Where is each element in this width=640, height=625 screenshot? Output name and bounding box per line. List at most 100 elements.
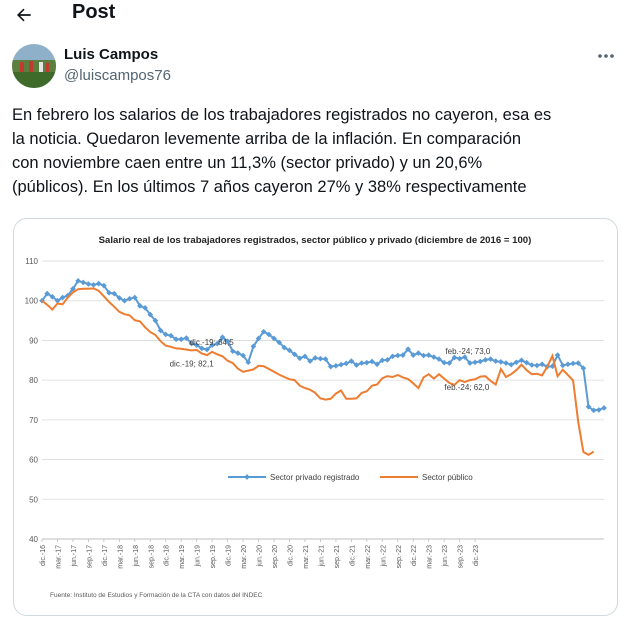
data-point	[152, 317, 159, 324]
x-tick-label: jun.-22	[380, 545, 387, 568]
y-tick-label: 60	[29, 456, 38, 465]
data-point	[456, 355, 463, 362]
data-point	[420, 352, 427, 359]
data-point	[508, 361, 515, 368]
legend-label: Sector privado registrado	[270, 473, 360, 482]
y-tick-label: 110	[25, 257, 38, 266]
data-point	[245, 359, 252, 366]
x-tick-label: dic.-20	[287, 545, 294, 566]
data-label: dic.-19; 84,5	[190, 338, 235, 347]
data-point	[286, 347, 293, 354]
data-point	[178, 336, 185, 343]
data-point	[389, 353, 396, 360]
data-point	[518, 357, 525, 364]
x-tick-label: jun.-20	[257, 545, 264, 568]
x-tick-label: sep.-19	[210, 545, 217, 568]
data-point	[425, 352, 432, 358]
data-point	[498, 359, 504, 365]
data-point	[431, 354, 437, 360]
legend-label: Sector público	[422, 473, 473, 482]
data-point	[90, 282, 97, 288]
data-point	[271, 335, 277, 342]
data-point	[183, 335, 190, 341]
data-point	[436, 356, 442, 362]
author-name[interactable]: Luis Campos	[64, 46, 159, 63]
data-point	[363, 359, 370, 366]
data-point	[565, 361, 571, 368]
data-point	[322, 356, 329, 362]
x-tick-label: jun.-17	[71, 545, 78, 568]
data-point	[70, 285, 76, 292]
data-point	[240, 352, 246, 359]
x-tick-label: mar.-18	[117, 545, 124, 569]
x-tick-label: sep.-17	[86, 545, 93, 568]
data-point	[147, 311, 154, 318]
data-point	[585, 403, 592, 410]
data-point	[358, 360, 365, 366]
post-text-line: En febrero los salarios de los trabajado…	[12, 106, 552, 124]
data-point	[235, 350, 241, 356]
data-point	[343, 360, 350, 367]
y-tick-label: 100	[25, 297, 39, 306]
data-point	[85, 281, 92, 287]
data-point	[580, 365, 587, 372]
data-point	[384, 357, 391, 363]
legend-marker	[244, 474, 250, 480]
chart-image[interactable]: Salario real de los trabajadores registr…	[13, 218, 618, 616]
data-point	[327, 363, 334, 370]
x-tick-label: mar.-21	[303, 545, 310, 569]
x-tick-label: dic.-23	[473, 545, 480, 566]
data-point	[307, 358, 313, 364]
x-tick-label: sep.-22	[396, 545, 403, 568]
arrow-left-icon[interactable]	[14, 5, 34, 25]
avatar-image	[12, 44, 56, 88]
data-point	[204, 346, 210, 353]
x-tick-label: jun.-19	[195, 545, 202, 568]
data-point	[451, 354, 458, 361]
data-point	[80, 279, 87, 286]
y-tick-label: 70	[29, 416, 38, 425]
data-point	[601, 405, 607, 411]
data-point	[131, 294, 138, 301]
x-tick-label: dic.-21	[349, 545, 356, 566]
x-tick-label: mar.-20	[241, 545, 248, 569]
x-tick-label: sep.-21	[334, 545, 341, 568]
x-tick-label: jun.-18	[133, 545, 140, 568]
data-point	[575, 360, 582, 366]
data-point	[513, 359, 520, 366]
data-point	[374, 361, 380, 368]
x-tick-label: dic.-18	[164, 545, 171, 566]
x-tick-label: dic.-22	[411, 545, 418, 566]
page-title: Post	[72, 1, 116, 23]
data-point	[157, 327, 164, 334]
data-point	[492, 358, 499, 364]
data-point	[168, 332, 174, 339]
y-tick-label: 80	[29, 376, 38, 385]
data-point	[446, 360, 453, 366]
chart-source: Fuente: Instituto de Estudios y Formació…	[50, 592, 263, 599]
x-tick-label: jun.-21	[318, 545, 325, 568]
data-point	[296, 355, 303, 362]
post-text: En febrero los salarios de los trabajado…	[12, 103, 634, 199]
data-point	[255, 335, 262, 342]
data-point	[559, 362, 566, 369]
data-point	[369, 358, 375, 365]
data-point	[461, 354, 468, 360]
data-point	[291, 351, 298, 358]
data-point	[250, 343, 257, 350]
y-tick-label: 50	[29, 495, 38, 504]
author-handle[interactable]: @luiscampos76	[64, 67, 171, 84]
data-point	[590, 407, 597, 414]
data-point	[487, 356, 494, 362]
data-point	[317, 355, 324, 362]
avatar[interactable]	[12, 44, 56, 88]
data-point	[348, 358, 355, 364]
data-point	[302, 353, 308, 360]
data-point	[482, 357, 489, 363]
more-horizontal-icon[interactable]	[594, 46, 618, 66]
x-tick-label: dic.-16	[40, 545, 47, 566]
x-tick-label: mar.-22	[365, 545, 372, 569]
data-point	[539, 361, 545, 368]
data-point	[199, 345, 205, 352]
chart-title: Salario real de los trabajadores registr…	[99, 235, 532, 246]
